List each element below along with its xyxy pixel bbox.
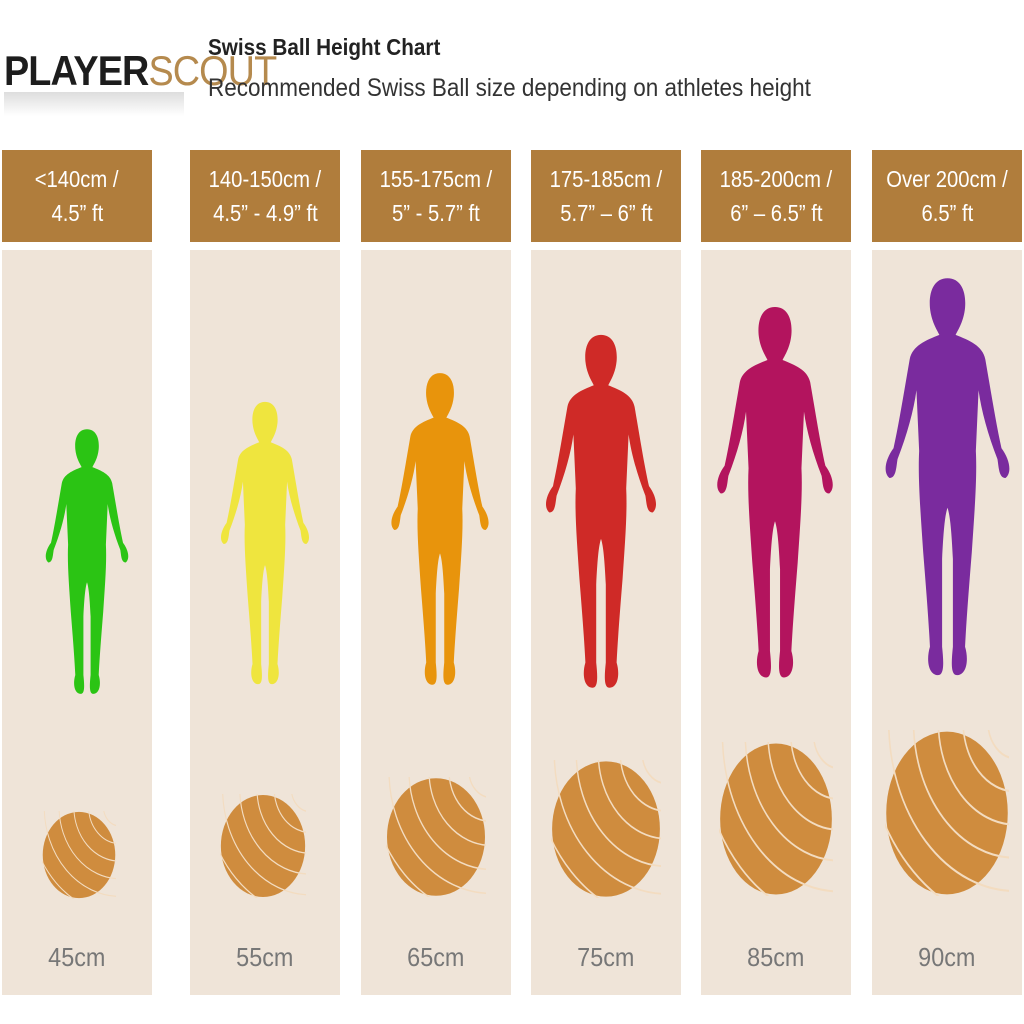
column-panel: 55cm bbox=[190, 250, 340, 995]
height-range-ft: 6” – 6.5” ft bbox=[729, 200, 823, 226]
height-column-1: <140cm / 4.5” ft 45cm bbox=[2, 150, 152, 995]
height-header: 185-200cm / 6” – 6.5” ft bbox=[701, 150, 851, 242]
ball-size-label: 65cm bbox=[407, 942, 465, 972]
person-silhouette-icon bbox=[391, 373, 489, 685]
height-header: Over 200cm / 6.5” ft bbox=[872, 150, 1022, 242]
page-title: Swiss Ball Height Chart bbox=[208, 34, 441, 60]
column-panel: 75cm bbox=[531, 250, 681, 995]
column-panel: 85cm bbox=[701, 250, 851, 995]
logo-reflection bbox=[4, 92, 184, 116]
logo: PLAYERSCOUT bbox=[4, 47, 277, 94]
column-panel: 90cm bbox=[872, 250, 1022, 995]
page-subtitle: Recommended Swiss Ball size depending on… bbox=[208, 74, 811, 102]
person-silhouette-icon bbox=[45, 429, 129, 694]
logo-part-player: PLAYER bbox=[4, 47, 149, 94]
person-silhouette-icon bbox=[220, 401, 310, 685]
ball-size-label: 90cm bbox=[918, 942, 976, 972]
height-range-cm: 155-175cm / bbox=[379, 166, 493, 192]
swiss-ball-icon bbox=[719, 742, 833, 896]
swiss-ball-icon bbox=[885, 730, 1009, 896]
height-column-4: 175-185cm / 5.7” – 6” ft 75cm bbox=[531, 150, 681, 995]
height-column-5: 185-200cm / 6” – 6.5” ft 85cm bbox=[701, 150, 851, 995]
column-panel: 65cm bbox=[361, 250, 511, 995]
swiss-ball-icon bbox=[42, 811, 116, 899]
height-range-ft: 4.5” - 4.9” ft bbox=[212, 200, 318, 226]
height-range-cm: 185-200cm / bbox=[719, 166, 833, 192]
height-range-cm: Over 200cm / bbox=[886, 166, 1008, 192]
swiss-ball-icon bbox=[386, 777, 486, 897]
person-silhouette-icon bbox=[885, 278, 1010, 676]
height-range-cm: <140cm / bbox=[35, 166, 119, 192]
swiss-ball-icon bbox=[220, 794, 306, 898]
height-header: 175-185cm / 5.7” – 6” ft bbox=[531, 150, 681, 242]
person-silhouette-icon bbox=[545, 334, 657, 688]
height-column-3: 155-175cm / 5” - 5.7” ft 65cm bbox=[361, 150, 511, 995]
height-range-ft: 6.5” ft bbox=[921, 200, 973, 226]
column-panel: 45cm bbox=[2, 250, 152, 995]
person-silhouette-icon bbox=[717, 307, 833, 678]
ball-size-label: 45cm bbox=[48, 942, 106, 972]
height-header: 155-175cm / 5” - 5.7” ft bbox=[361, 150, 511, 242]
height-header: <140cm / 4.5” ft bbox=[2, 150, 152, 242]
swiss-ball-icon bbox=[551, 760, 661, 898]
height-header: 140-150cm / 4.5” - 4.9” ft bbox=[190, 150, 340, 242]
height-range-cm: 175-185cm / bbox=[549, 166, 663, 192]
ball-size-label: 55cm bbox=[236, 942, 294, 972]
height-range-ft: 5” - 5.7” ft bbox=[392, 200, 480, 226]
height-column-6: Over 200cm / 6.5” ft 90cm bbox=[872, 150, 1022, 995]
height-range-cm: 140-150cm / bbox=[208, 166, 322, 192]
logo-part-scout: SCOUT bbox=[148, 47, 277, 94]
ball-size-label: 75cm bbox=[577, 942, 635, 972]
ball-size-label: 85cm bbox=[747, 942, 805, 972]
height-range-ft: 4.5” ft bbox=[51, 200, 103, 226]
height-range-ft: 5.7” – 6” ft bbox=[559, 200, 653, 226]
height-column-2: 140-150cm / 4.5” - 4.9” ft 55cm bbox=[190, 150, 340, 995]
